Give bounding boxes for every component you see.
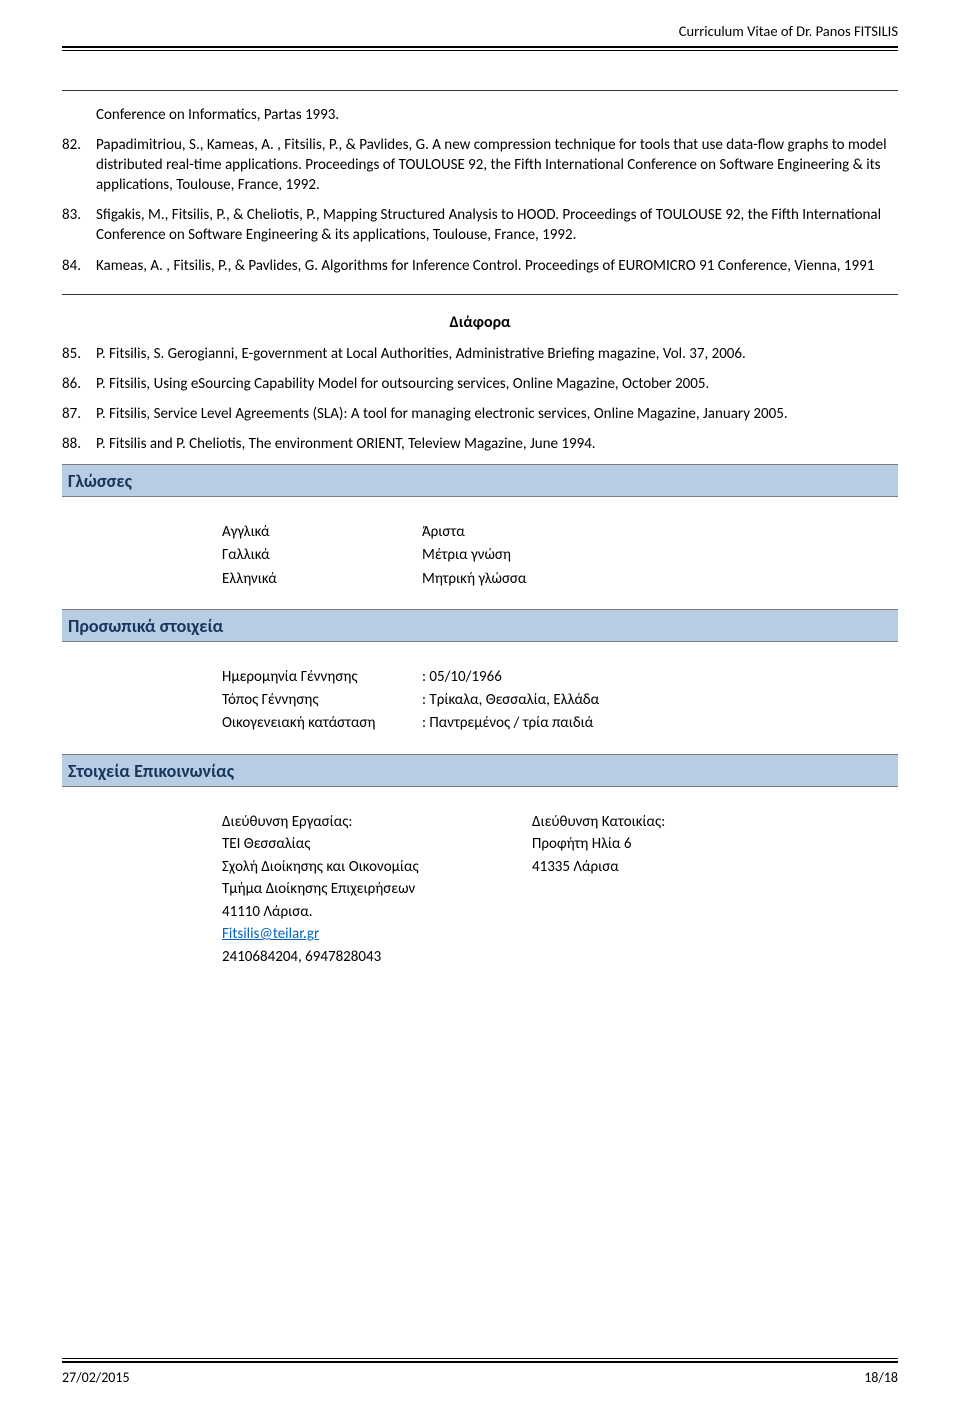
contact-home-heading: Διεύθυνση Κατοικίας: [532, 811, 898, 834]
footer-date: 27/02/2015 [62, 1369, 130, 1386]
header-rule-thick [62, 46, 898, 48]
contact-phones: 2410684204, 6947828043 [222, 946, 532, 969]
page-footer: 27/02/2015 18/18 [62, 1358, 898, 1386]
reference-item: 82. Papadimitriou, S., Kameas, A. , Fits… [96, 135, 898, 195]
reference-item: Conference on Informatics, Partas 1993. [96, 105, 898, 125]
header-rule-thin [62, 50, 898, 51]
personal-row: Οικογενειακή κατάσταση : Παντρεμένος / τ… [222, 712, 898, 735]
personal-row: Ημερομηνία Γέννησης : 05/10/1966 [222, 666, 898, 689]
reference-item: 86. P. Fitsilis, Using eSourcing Capabil… [96, 374, 898, 394]
contact-work-heading: Διεύθυνση Εργασίας: [222, 811, 532, 834]
reference-text: P. Fitsilis, S. Gerogianni, E-government… [96, 345, 746, 363]
references-list-misc: 85. P. Fitsilis, S. Gerogianni, E-govern… [62, 344, 898, 454]
personal-block: Ημερομηνία Γέννησης : 05/10/1966 Τόπος Γ… [222, 666, 898, 736]
contact-home-line: 41335 Λάρισα [532, 856, 898, 879]
reference-text: Papadimitriou, S., Kameas, A. , Fitsilis… [96, 136, 887, 194]
languages-block: Αγγλικά Άριστα Γαλλικά Μέτρια γνώση Ελλη… [222, 521, 898, 591]
contact-home-line: Προφήτη Ηλία 6 [532, 833, 898, 856]
personal-val: : 05/10/1966 [422, 666, 898, 689]
footer-rule-thin [62, 1358, 898, 1359]
personal-row: Τόπος Γέννησης : Τρίκαλα, Θεσσαλία, Ελλά… [222, 689, 898, 712]
reference-number: 85. [62, 344, 92, 364]
page-header: Curriculum Vitae of Dr. Panos FITSILIS [62, 22, 898, 51]
language-name: Γαλλικά [222, 544, 422, 567]
contact-work-line: Τμήμα Διοίκησης Επιχειρήσεων [222, 878, 532, 901]
reference-item: 87. P. Fitsilis, Service Level Agreement… [96, 404, 898, 424]
language-level: Άριστα [422, 521, 898, 544]
section-bar-contact: Στοιχεία Επικοινωνίας [62, 754, 898, 787]
section-bar-languages: Γλώσσες [62, 464, 898, 497]
reference-item: 88. P. Fitsilis and P. Cheliotis, The en… [96, 434, 898, 454]
contact-work-line: Σχολή Διοίκησης και Οικονομίας [222, 856, 532, 879]
personal-key: Τόπος Γέννησης [222, 689, 422, 712]
language-name: Αγγλικά [222, 521, 422, 544]
footer-row: 27/02/2015 18/18 [62, 1369, 898, 1386]
reference-number: 84. [62, 256, 92, 276]
contact-block: Διεύθυνση Εργασίας: ΤΕΙ Θεσσαλίας Σχολή … [222, 811, 898, 969]
language-level: Μητρική γλώσσα [422, 568, 898, 591]
header-title: Curriculum Vitae of Dr. Panos FITSILIS [62, 22, 898, 40]
reference-text: P. Fitsilis, Service Level Agreements (S… [96, 405, 788, 423]
section-title-contact: Στοιχεία Επικοινωνίας [68, 760, 892, 782]
reference-number: 88. [62, 434, 92, 454]
page-content: Conference on Informatics, Partas 1993. … [62, 86, 898, 968]
section-title-languages: Γλώσσες [68, 470, 892, 492]
section-title-personal: Προσωπικά στοιχεία [68, 615, 892, 637]
contact-home-column: Διεύθυνση Κατοικίας: Προφήτη Ηλία 6 4133… [532, 811, 898, 969]
reference-number: 86. [62, 374, 92, 394]
reference-number: 87. [62, 404, 92, 424]
reference-text: Sfigakis, M., Fitsilis, P., & Cheliotis,… [96, 206, 881, 244]
contact-work-line: ΤΕΙ Θεσσαλίας [222, 833, 532, 856]
footer-page: 18/18 [864, 1369, 898, 1386]
content-top-rule [62, 90, 898, 91]
footer-rule-thick [62, 1361, 898, 1363]
personal-val: : Παντρεμένος / τρία παιδιά [422, 712, 898, 735]
reference-text: P. Fitsilis and P. Cheliotis, The enviro… [96, 435, 596, 453]
language-row: Γαλλικά Μέτρια γνώση [222, 544, 898, 567]
language-row: Αγγλικά Άριστα [222, 521, 898, 544]
section-bar-personal: Προσωπικά στοιχεία [62, 609, 898, 642]
reference-text: Conference on Informatics, Partas 1993. [96, 106, 339, 124]
references-list-top: Conference on Informatics, Partas 1993. … [62, 105, 898, 276]
language-name: Ελληνικά [222, 568, 422, 591]
reference-item: 83. Sfigakis, M., Fitsilis, P., & Chelio… [96, 205, 898, 245]
reference-item: 85. P. Fitsilis, S. Gerogianni, E-govern… [96, 344, 898, 364]
contact-work-column: Διεύθυνση Εργασίας: ΤΕΙ Θεσσαλίας Σχολή … [222, 811, 532, 969]
reference-text: P. Fitsilis, Using eSourcing Capability … [96, 375, 709, 393]
misc-heading: Διάφορα [62, 313, 898, 332]
contact-email-link[interactable]: Fitsilis@teilar.gr [222, 925, 319, 943]
reference-number: 83. [62, 205, 92, 225]
personal-val: : Τρίκαλα, Θεσσαλία, Ελλάδα [422, 689, 898, 712]
reference-text: Kameas, A. , Fitsilis, P., & Pavlides, G… [96, 257, 874, 275]
contact-work-line: 41110 Λάρισα. [222, 901, 532, 924]
section-divider [62, 294, 898, 295]
language-row: Ελληνικά Μητρική γλώσσα [222, 568, 898, 591]
language-level: Μέτρια γνώση [422, 544, 898, 567]
personal-key: Ημερομηνία Γέννησης [222, 666, 422, 689]
reference-number: 82. [62, 135, 92, 155]
reference-item: 84. Kameas, A. , Fitsilis, P., & Pavlide… [96, 256, 898, 276]
personal-key: Οικογενειακή κατάσταση [222, 712, 422, 735]
